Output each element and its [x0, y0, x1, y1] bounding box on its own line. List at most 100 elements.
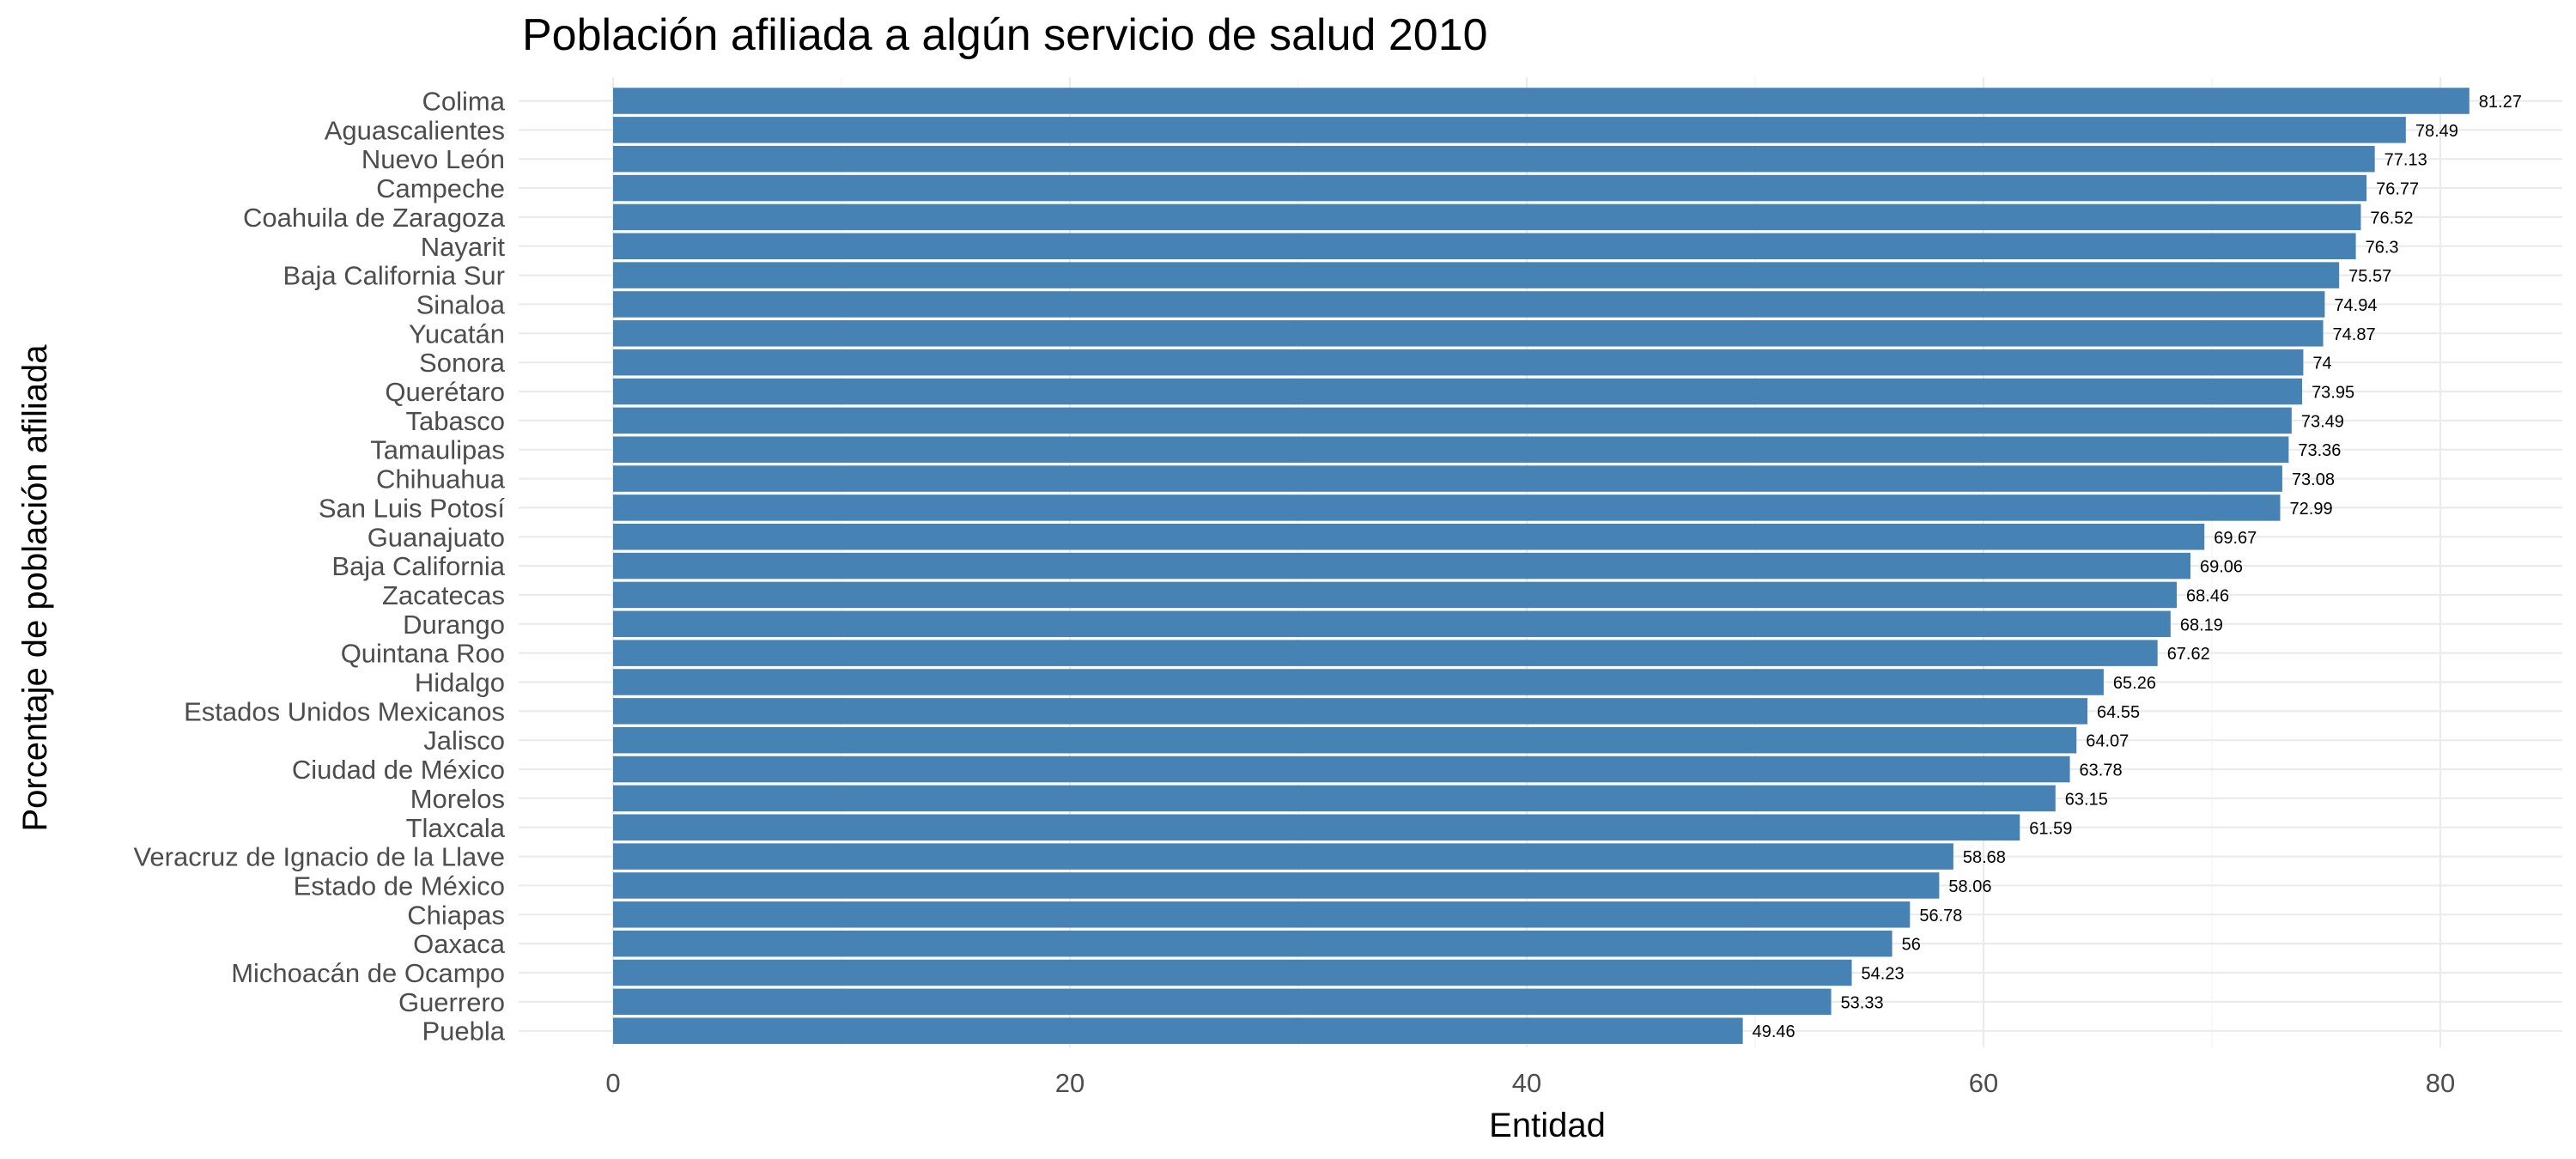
x-axis-title: Entidad	[1489, 1107, 1606, 1144]
x-tick-label: 60	[1969, 1068, 1998, 1098]
category-label: Veracruz de Ignacio de la Llave	[133, 842, 505, 872]
bar	[613, 872, 1940, 899]
bar	[613, 117, 2406, 143]
category-label: Zacatecas	[382, 580, 505, 610]
bars	[613, 88, 2470, 1044]
category-label: Tamaulipas	[370, 435, 505, 465]
bar	[613, 233, 2356, 259]
data-label: 74	[2312, 355, 2331, 373]
bar	[613, 465, 2282, 492]
category-label: Durango	[403, 610, 505, 640]
bar	[613, 726, 2077, 754]
bar	[613, 698, 2088, 725]
data-label: 65.26	[2113, 674, 2156, 693]
data-label: 76.52	[2370, 209, 2413, 228]
category-label: Quintana Roo	[341, 639, 505, 669]
data-label: 61.59	[2029, 819, 2072, 838]
data-label: 49.46	[1753, 1022, 1795, 1041]
data-label: 69.67	[2214, 529, 2257, 548]
data-label: 72.99	[2290, 500, 2333, 519]
data-label: 58.06	[1948, 877, 1991, 896]
category-label: Michoacán de Ocampo	[231, 958, 505, 988]
category-label: Morelos	[410, 784, 505, 814]
bar	[613, 203, 2361, 231]
bar	[613, 959, 1852, 986]
data-label: 64.07	[2086, 732, 2129, 751]
category-label: Guanajuato	[368, 522, 505, 552]
bar	[613, 755, 2070, 783]
data-label: 58.68	[1963, 848, 2006, 867]
data-label: 67.62	[2167, 645, 2210, 664]
category-label: Sinaloa	[416, 289, 506, 319]
data-label: 63.15	[2065, 790, 2108, 809]
category-label: Guerrero	[398, 987, 505, 1017]
data-label: 56	[1902, 936, 1921, 955]
bar	[613, 640, 2158, 666]
data-label: 63.78	[2080, 762, 2123, 780]
category-label: Yucatán	[409, 319, 505, 349]
category-label: Baja California	[331, 551, 505, 581]
data-label: 64.55	[2097, 703, 2140, 722]
category-label: Chihuahua	[376, 464, 506, 495]
x-tick-label: 20	[1055, 1068, 1084, 1098]
data-label: 81.27	[2479, 93, 2522, 112]
data-labels: 81.27 78.49 77.13 76.77 76.52 76.3 75.57 74.94 7…	[1753, 93, 2522, 1041]
data-label: 75.57	[2348, 267, 2391, 286]
category-label: Hidalgo	[415, 668, 505, 698]
bar	[613, 930, 1893, 957]
bar	[613, 581, 2178, 609]
y-axis-title: Porcentaje de población afiliada	[16, 344, 54, 832]
bar	[613, 552, 2190, 580]
category-label: Nayarit	[421, 232, 506, 262]
bar	[613, 407, 2292, 434]
category-label: Estado de México	[294, 871, 505, 901]
data-label: 56.78	[1919, 907, 1962, 925]
bar	[613, 88, 2470, 114]
bar	[613, 378, 2303, 405]
data-label: 76.3	[2366, 238, 2399, 257]
x-tick-labels: 0 20 40 60 80	[605, 1068, 2455, 1098]
category-label: Oaxaca	[413, 929, 506, 959]
bar	[613, 320, 2324, 347]
category-label: Baja California Sur	[283, 261, 505, 291]
data-label: 77.13	[2385, 151, 2427, 170]
bar	[613, 843, 1953, 870]
bar	[613, 785, 2056, 812]
data-label: 76.77	[2376, 180, 2419, 199]
data-label: 68.19	[2180, 616, 2223, 634]
category-label: San Luis Potosí	[319, 493, 506, 523]
bar	[613, 145, 2375, 173]
data-label: 73.49	[2301, 412, 2344, 431]
category-label: Puebla	[422, 1016, 505, 1047]
category-label: Coahuila de Zaragoza	[243, 203, 506, 233]
category-label: Colima	[422, 87, 506, 117]
bar	[613, 901, 1911, 928]
category-label: Chiapas	[407, 900, 505, 930]
x-tick-label: 80	[2426, 1068, 2455, 1098]
category-label: Sonora	[419, 348, 506, 378]
bar	[613, 436, 2289, 463]
x-tick-label: 0	[605, 1068, 620, 1098]
data-label: 74.87	[2333, 325, 2376, 344]
category-label: Ciudad de México	[292, 755, 505, 785]
data-label: 74.94	[2334, 296, 2377, 315]
x-tick-label: 40	[1512, 1068, 1541, 1098]
category-label: Jalisco	[423, 725, 505, 755]
bar	[613, 495, 2281, 521]
bar	[613, 524, 2205, 550]
category-label: Campeche	[376, 173, 505, 203]
data-label: 54.23	[1862, 965, 1905, 984]
data-label: 69.06	[2200, 558, 2243, 577]
category-label: Nuevo León	[361, 144, 505, 174]
bar	[613, 1017, 1743, 1044]
category-label: Estados Unidos Mexicanos	[184, 696, 505, 726]
data-label: 73.95	[2312, 384, 2354, 403]
bar	[613, 610, 2171, 638]
data-label: 73.08	[2292, 470, 2335, 489]
category-label: Tlaxcala	[406, 813, 506, 843]
bar	[613, 349, 2304, 376]
category-label: Aguascalientes	[325, 115, 505, 145]
bar	[613, 988, 1832, 1016]
